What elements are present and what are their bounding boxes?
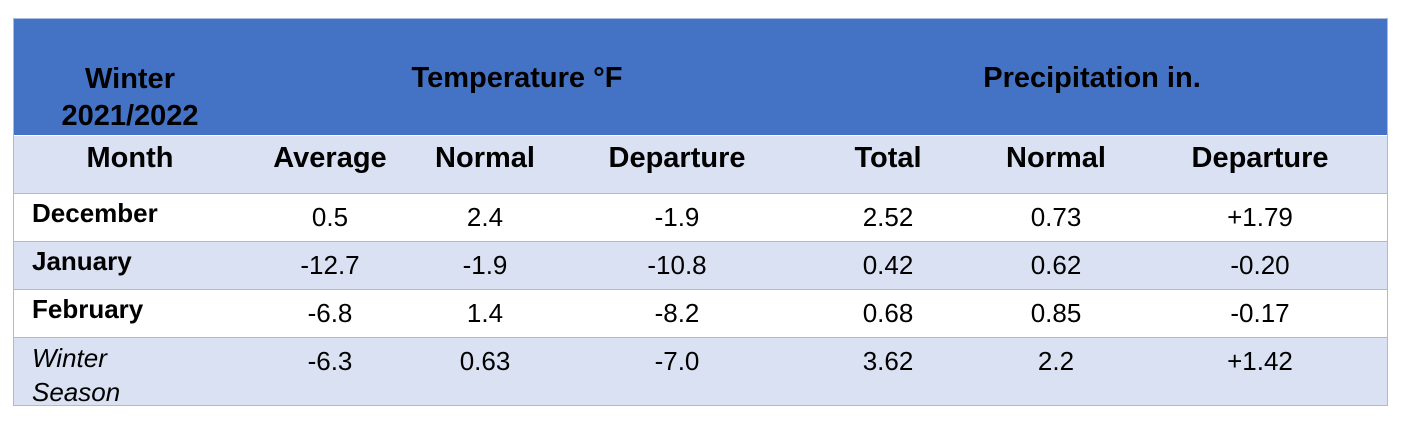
weather-summary-table: Winter 2021/2022 Temperature °F Precipit…	[13, 18, 1388, 407]
winter-title-line1: Winter	[85, 63, 175, 95]
table-row-february: February -6.8 1.4 -8.2 0.68 0.85 -0.17	[14, 289, 1387, 337]
cell-temp-departure: -8.2	[654, 298, 700, 328]
cell-temp-average: 0.5	[311, 202, 349, 232]
cell-precip-normal: 0.62	[1030, 250, 1082, 280]
cell-temp-average: -12.7	[300, 250, 360, 280]
cell-temp-average: -6.8	[307, 298, 353, 328]
cell-temp-departure: -1.9	[654, 202, 700, 232]
cell-temp-average: -6.3	[307, 346, 353, 376]
cell-precip-departure: -0.20	[1230, 250, 1290, 280]
table-row-january: January -12.7 -1.9 -10.8 0.42 0.62 -0.20	[14, 241, 1387, 289]
table-header-band: Winter 2021/2022 Temperature °F Precipit…	[14, 19, 1387, 135]
col-header-temp-normal: Normal	[435, 142, 535, 174]
cell-temp-normal: 0.63	[459, 346, 511, 376]
cell-precip-departure: +1.79	[1227, 202, 1293, 232]
cell-precip-total: 0.42	[862, 250, 914, 280]
cell-precip-normal: 2.2	[1037, 346, 1075, 376]
temperature-group-header: Temperature °F	[411, 62, 623, 94]
cell-precip-total: 0.68	[862, 298, 914, 328]
table-row-december: December 0.5 2.4 -1.9 2.52 0.73 +1.79	[14, 193, 1387, 241]
winter-title-line2: 2021/2022	[61, 100, 199, 132]
table-row-winter-season: Winter Season -6.3 0.63 -7.0 3.62 2.2 +1…	[14, 337, 1387, 407]
cell-temp-departure: -10.8	[647, 250, 707, 280]
col-header-precip-departure: Departure	[1191, 142, 1329, 174]
cell-temp-departure: -7.0	[654, 346, 700, 376]
cell-precip-departure: -0.17	[1230, 298, 1290, 328]
cell-precip-normal: 0.85	[1030, 298, 1082, 328]
col-header-month: Month	[86, 142, 174, 174]
cell-precip-total: 3.62	[862, 346, 914, 376]
cell-precip-departure: +1.42	[1227, 346, 1293, 376]
cell-temp-normal: 1.4	[466, 298, 504, 328]
row-label-season-line1: Winter	[32, 343, 107, 373]
precipitation-group-header: Precipitation in.	[983, 62, 1201, 94]
row-label-season-line2: Season	[32, 377, 121, 407]
cell-temp-normal: 2.4	[466, 202, 504, 232]
cell-temp-normal: -1.9	[462, 250, 508, 280]
column-header-row: Month Average Normal Departure Total Nor…	[14, 135, 1387, 193]
row-label-month: January	[32, 246, 132, 276]
col-header-precip-total: Total	[854, 142, 922, 174]
col-header-temp-average: Average	[273, 142, 387, 174]
cell-precip-normal: 0.73	[1030, 202, 1082, 232]
row-label-month: December	[32, 198, 158, 228]
cell-precip-total: 2.52	[862, 202, 914, 232]
row-label-month: February	[32, 294, 144, 324]
col-header-temp-departure: Departure	[608, 142, 746, 174]
col-header-precip-normal: Normal	[1006, 142, 1106, 174]
